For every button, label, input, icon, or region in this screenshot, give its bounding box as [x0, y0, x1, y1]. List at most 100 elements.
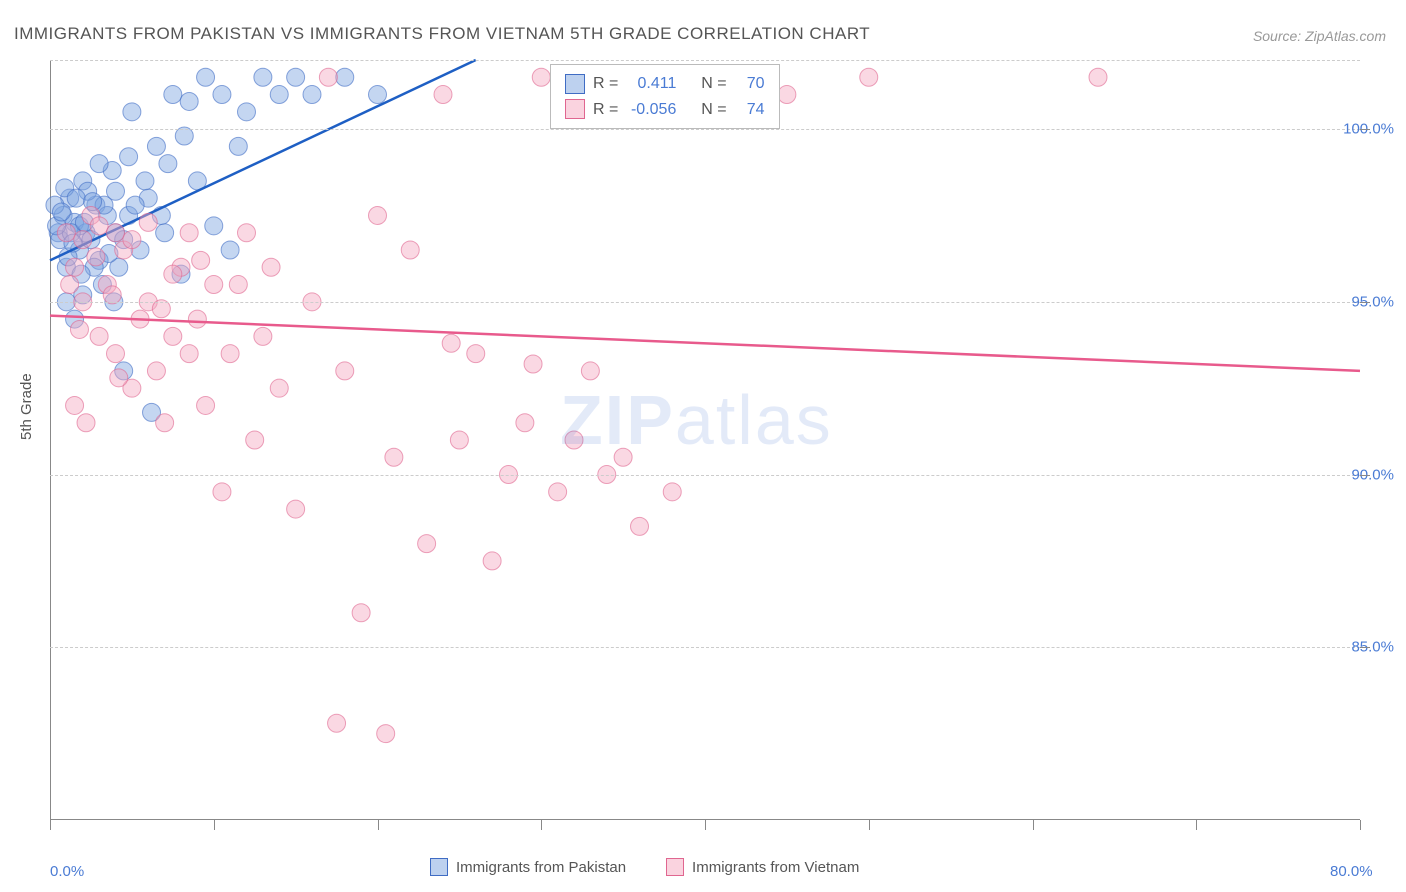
x-tick — [1033, 820, 1034, 830]
scatter-point — [377, 725, 395, 743]
scatter-point — [401, 241, 419, 259]
scatter-point — [77, 414, 95, 432]
legend-item: Immigrants from Pakistan — [430, 858, 626, 876]
scatter-point — [631, 517, 649, 535]
scatter-point — [197, 396, 215, 414]
legend-swatch — [430, 858, 448, 876]
scatter-point — [254, 68, 272, 86]
scatter-point — [270, 86, 288, 104]
y-axis-label: 5th Grade — [18, 373, 35, 440]
scatter-point — [336, 68, 354, 86]
scatter-point — [352, 604, 370, 622]
scatter-point — [188, 310, 206, 328]
y-tick-label: 95.0% — [1351, 293, 1394, 310]
watermark: ZIPatlas — [560, 380, 833, 460]
scatter-point — [147, 362, 165, 380]
scatter-point — [180, 224, 198, 242]
scatter-point — [110, 369, 128, 387]
scatter-point — [385, 448, 403, 466]
scatter-point — [90, 327, 108, 345]
scatter-point — [156, 414, 174, 432]
scatter-point — [336, 362, 354, 380]
scatter-point — [532, 68, 550, 86]
legend-label: Immigrants from Vietnam — [692, 859, 859, 876]
scatter-point — [159, 155, 177, 173]
stats-n-value: 74 — [735, 97, 765, 123]
scatter-point — [136, 172, 154, 190]
x-tick-label: 0.0% — [50, 863, 84, 880]
gridline — [50, 475, 1360, 476]
stats-r-label: R = — [593, 71, 618, 97]
x-tick — [705, 820, 706, 830]
scatter-point — [213, 86, 231, 104]
y-tick-label: 90.0% — [1351, 466, 1394, 483]
scatter-point — [180, 92, 198, 110]
scatter-point — [156, 224, 174, 242]
scatter-point — [549, 483, 567, 501]
legend-swatch — [666, 858, 684, 876]
scatter-point — [107, 224, 125, 242]
scatter-point — [180, 345, 198, 363]
scatter-point — [369, 206, 387, 224]
scatter-point — [287, 68, 305, 86]
scatter-point — [1089, 68, 1107, 86]
x-tick — [541, 820, 542, 830]
scatter-point — [66, 396, 84, 414]
stats-r-label: R = — [593, 97, 618, 123]
regression-line — [50, 316, 1360, 371]
scatter-point — [70, 320, 88, 338]
scatter-point — [369, 86, 387, 104]
stats-row: R = -0.056 N = 74 — [565, 97, 765, 123]
gridline — [50, 302, 1360, 303]
scatter-point — [860, 68, 878, 86]
scatter-point — [123, 103, 141, 121]
stats-r-value: -0.056 — [626, 97, 676, 123]
scatter-point — [328, 714, 346, 732]
scatter-point — [467, 345, 485, 363]
scatter-point — [262, 258, 280, 276]
stats-swatch — [565, 74, 585, 94]
scatter-point — [229, 137, 247, 155]
scatter-point — [254, 327, 272, 345]
y-tick — [1360, 647, 1370, 648]
scatter-point — [164, 265, 182, 283]
scatter-point — [164, 86, 182, 104]
scatter-point — [319, 68, 337, 86]
scatter-point — [270, 379, 288, 397]
scatter-point — [581, 362, 599, 380]
gridline — [50, 129, 1360, 130]
scatter-point — [147, 137, 165, 155]
scatter-point — [139, 213, 157, 231]
scatter-point — [192, 251, 210, 269]
stats-swatch — [565, 99, 585, 119]
gridline — [50, 647, 1360, 648]
bottom-legend: Immigrants from Pakistan Immigrants from … — [430, 858, 859, 876]
scatter-point — [303, 86, 321, 104]
scatter-point — [778, 86, 796, 104]
scatter-point — [107, 182, 125, 200]
scatter-point — [246, 431, 264, 449]
scatter-point — [57, 224, 75, 242]
y-tick — [1360, 302, 1370, 303]
x-tick — [1196, 820, 1197, 830]
scatter-point — [205, 276, 223, 294]
scatter-point — [287, 500, 305, 518]
scatter-point — [221, 345, 239, 363]
scatter-point — [123, 231, 141, 249]
y-tick-label: 85.0% — [1351, 639, 1394, 656]
scatter-point — [107, 345, 125, 363]
scatter-point — [229, 276, 247, 294]
y-tick — [1360, 129, 1370, 130]
scatter-point — [90, 217, 108, 235]
x-tick — [1360, 820, 1361, 830]
scatter-point — [120, 148, 138, 166]
scatter-point — [221, 241, 239, 259]
stats-n-label: N = — [701, 97, 726, 123]
stats-n-value: 70 — [735, 71, 765, 97]
x-tick-label: 80.0% — [1330, 863, 1373, 880]
legend-item: Immigrants from Vietnam — [666, 858, 859, 876]
stats-n-label: N = — [701, 71, 726, 97]
scatter-point — [87, 248, 105, 266]
gridline — [50, 60, 1360, 61]
scatter-point — [663, 483, 681, 501]
